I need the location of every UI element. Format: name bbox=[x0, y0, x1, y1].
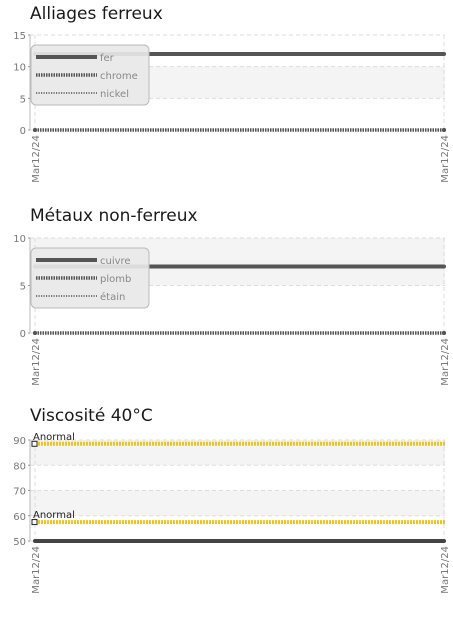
chart-metaux-non-ferreux: Métaux non-ferreux 0 5 10 Mar12/24 Mar12/24 c… bbox=[0, 204, 453, 404]
y-tick-label: 10 bbox=[13, 234, 26, 245]
legend-label: plomb bbox=[100, 274, 131, 285]
data-point bbox=[442, 128, 446, 132]
y-tick-label: 5 bbox=[20, 282, 26, 293]
grid-band bbox=[30, 490, 445, 516]
x-tick-label: Mar12/24 bbox=[440, 135, 451, 183]
data-point bbox=[33, 128, 37, 132]
chart-title: Alliages ferreux bbox=[30, 4, 163, 24]
chart-alliages-ferreux: Alliages ferreux 0 5 10 15 Mar12/24 Mar12/24 f… bbox=[0, 0, 453, 200]
y-tick-label: 10 bbox=[13, 63, 26, 74]
data-point bbox=[33, 331, 37, 335]
y-tick-label: 90 bbox=[13, 436, 26, 447]
data-point bbox=[442, 52, 446, 56]
data-point bbox=[442, 331, 446, 335]
data-point bbox=[442, 264, 446, 269]
x-tick-label: Mar12/24 bbox=[31, 135, 42, 183]
legend-label: chrome bbox=[100, 71, 138, 82]
threshold-marker bbox=[31, 519, 38, 526]
y-tick-label: 0 bbox=[20, 126, 26, 137]
threshold-label: Anormal bbox=[33, 432, 75, 443]
chart-title: Viscosité 40°C bbox=[30, 406, 153, 426]
x-tick-label: Mar12/24 bbox=[440, 338, 451, 386]
x-tick-label: Mar12/24 bbox=[31, 338, 42, 386]
x-tick-label: Mar12/24 bbox=[440, 546, 451, 594]
chart-plot: 0 5 10 Mar12/24 Mar12/24 cuivre plomb étain bbox=[13, 234, 451, 386]
legend-label: cuivre bbox=[100, 256, 131, 267]
y-tick-label: 60 bbox=[13, 512, 26, 523]
threshold-label: Anormal bbox=[33, 510, 75, 521]
threshold-marker bbox=[31, 440, 38, 447]
y-tick-label: 5 bbox=[20, 94, 26, 105]
legend-label: nickel bbox=[100, 89, 129, 100]
chart-plot: 0 5 10 15 Mar12/24 Mar12/24 fer chrome nickel bbox=[13, 31, 451, 183]
y-tick-label: 80 bbox=[13, 461, 26, 472]
legend-label: fer bbox=[100, 53, 115, 64]
chart-title: Métaux non-ferreux bbox=[30, 206, 198, 226]
y-tick-label: 0 bbox=[20, 329, 26, 340]
x-tick-label: Mar12/24 bbox=[31, 546, 42, 594]
y-tick-label: 15 bbox=[13, 31, 26, 42]
chart-plot: 50 60 70 80 90 Anormal Anormal Mar12/24 Mar12/24 bbox=[13, 432, 451, 594]
legend-label: étain bbox=[100, 291, 125, 303]
chart-viscosite: Viscosité 40°C 50 60 70 80 90 Anormal Anormal M… bbox=[0, 406, 453, 619]
data-point bbox=[33, 539, 37, 543]
y-tick-label: 70 bbox=[13, 487, 26, 498]
y-tick-label: 50 bbox=[13, 537, 26, 548]
data-point bbox=[442, 539, 446, 543]
